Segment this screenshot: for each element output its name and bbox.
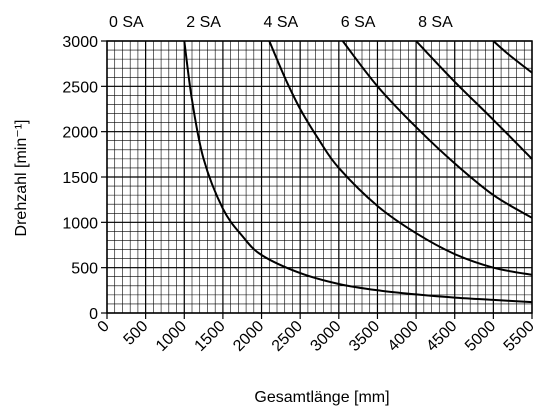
top-label: 6 SA (341, 14, 376, 31)
x-tick-label: 2000 (230, 318, 267, 355)
curve-5 (492, 40, 533, 74)
curve-2 (268, 40, 533, 276)
y-tick-label: 0 (89, 306, 98, 323)
x-tick-label: 4500 (423, 318, 460, 355)
top-labels: 0 SA 2 SA 4 SA 6 SA 8 SA (109, 14, 453, 31)
x-tick-label: 2500 (269, 318, 306, 355)
x-tick-label: 4000 (385, 318, 422, 355)
x-tick-label: 500 (121, 318, 152, 349)
x-tick-label: 0 (95, 318, 113, 336)
curve-3 (341, 40, 533, 219)
y-tick-label: 500 (71, 261, 98, 278)
plot-frame (101, 40, 533, 319)
y-axis-label: Drehzahl [min⁻¹] (13, 120, 30, 237)
x-tick-labels: 0 500 1000 1500 2000 2500 3000 3500 4000 4500 5000… (95, 318, 535, 355)
y-tick-label: 1000 (62, 215, 98, 232)
curve-4 (415, 40, 533, 160)
top-label: 2 SA (186, 14, 221, 31)
x-tick-label: 3000 (307, 318, 344, 355)
top-label: 8 SA (418, 14, 453, 31)
x-tick-label: 3500 (346, 318, 383, 355)
x-axis-label: Gesamtlänge [mm] (254, 389, 389, 406)
x-tick-label: 1500 (192, 318, 229, 355)
y-tick-label: 3000 (62, 34, 98, 51)
x-tick-label: 5000 (462, 318, 499, 355)
top-label: 4 SA (264, 14, 299, 31)
y-tick-label: 2500 (62, 79, 98, 96)
y-tick-labels: 0 500 1000 1500 2000 2500 3000 (62, 34, 98, 323)
major-grid (106, 40, 533, 314)
x-tick-label: 5500 (501, 318, 535, 355)
y-tick-label: 2000 (62, 125, 98, 142)
x-tick-label: 1000 (153, 318, 190, 355)
curve-1 (183, 40, 533, 304)
curves (183, 40, 533, 304)
y-tick-label: 1500 (62, 170, 98, 187)
top-label: 0 SA (109, 14, 144, 31)
